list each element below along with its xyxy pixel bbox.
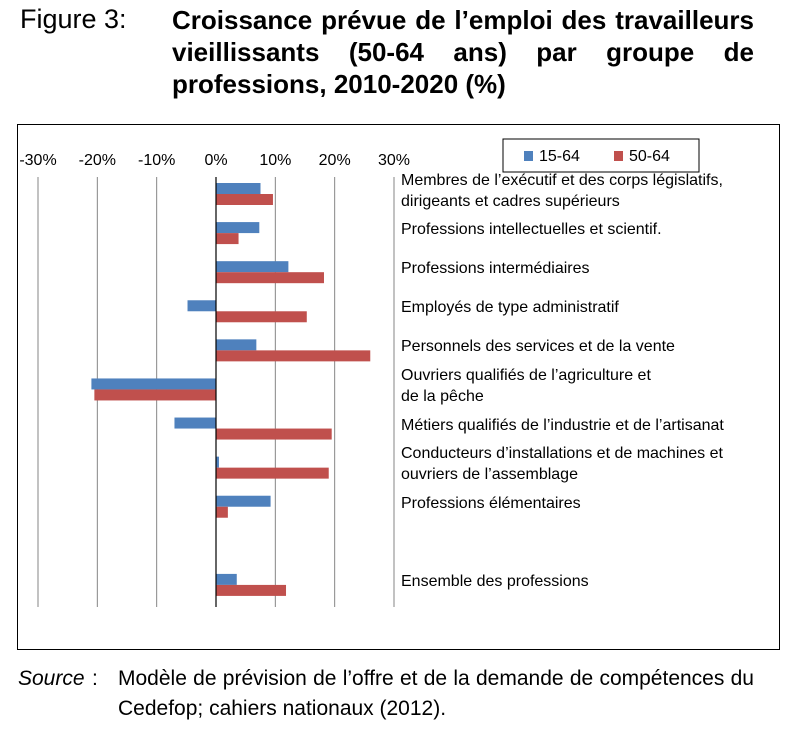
- source-note: Source : Modèle de prévision de l’offre …: [18, 664, 754, 724]
- category-label: Professions élémentaires: [401, 493, 581, 514]
- bar-50-64: [216, 311, 307, 323]
- category-label: Employés de type administratif: [401, 297, 619, 318]
- figure-label: Figure 3:: [20, 4, 127, 34]
- bar-50-64: [216, 467, 329, 479]
- bar-15-64: [216, 261, 289, 273]
- category-label-line: Conducteurs d’installations et de machin…: [401, 445, 723, 463]
- bar-15-64: [216, 339, 257, 351]
- category-label-line: Professions élémentaires: [401, 494, 581, 512]
- category-label: Ensemble des professions: [401, 571, 589, 592]
- category-label: Conducteurs d’installations et de machin…: [401, 443, 723, 485]
- legend-box: [502, 138, 700, 173]
- bar-15-64: [174, 417, 216, 429]
- category-label: Personnels des services et de la vente: [401, 336, 675, 357]
- x-tick-label: -30%: [19, 152, 56, 169]
- bar-15-64: [216, 573, 237, 585]
- chart-frame: -30% -20% -10% 0% 10% 20% 30% 15-64 50-64 Membre…: [17, 124, 780, 650]
- x-tick-label: 30%: [378, 152, 410, 169]
- bar-15-64: [216, 456, 219, 468]
- category-label-line: Professions intermédiaires: [401, 260, 590, 278]
- category-label-line: dirigeants et cadres supérieurs: [401, 192, 620, 210]
- category-label-line: Métiers qualifiés de l’industrie et de l…: [401, 416, 724, 434]
- bar-50-64: [216, 584, 287, 596]
- category-label: Professions intermédiaires: [401, 258, 590, 279]
- x-tick-label: 0%: [204, 152, 227, 169]
- bar-50-64: [216, 233, 239, 245]
- legend-label: 15-64: [539, 148, 580, 165]
- category-label-line: Personnels des services et de la vente: [401, 338, 675, 356]
- category-label-line: Professions intellectuelles et scientif.: [401, 221, 662, 239]
- category-label: Membres de l’exécutif et des corps légis…: [401, 170, 723, 212]
- category-label: Professions intellectuelles et scientif.: [401, 219, 662, 240]
- bar-50-64: [94, 389, 216, 401]
- category-label-line: de la pêche: [401, 388, 484, 405]
- bar-chart: -30% -20% -10% 0% 10% 20% 30% 15-64 50-64: [19, 138, 700, 607]
- bar-15-64: [216, 183, 261, 194]
- bar-15-64: [91, 378, 216, 390]
- bar-50-64: [216, 350, 371, 362]
- source-colon: :: [92, 667, 98, 690]
- category-label-line: ouvriers de l’assemblage: [401, 466, 578, 484]
- bar-15-64: [187, 300, 216, 312]
- category-label: Métiers qualifiés de l’industrie et de l…: [401, 415, 724, 436]
- bar-50-64: [216, 272, 324, 284]
- category-label-line: Ensemble des professions: [401, 572, 589, 590]
- x-tick-label: 10%: [259, 152, 291, 169]
- legend-swatch-50-64: [614, 151, 623, 161]
- bar-15-64: [216, 495, 271, 507]
- x-tick-label: -20%: [79, 152, 116, 169]
- source-heading: Source: [18, 667, 85, 690]
- bar-50-64: [216, 428, 332, 440]
- source-text: Modèle de prévision de l’offre et de la …: [118, 667, 754, 720]
- x-tick-label: 20%: [319, 152, 351, 169]
- category-label: Ouvriers qualifiés de l’agriculture et de…: [401, 365, 651, 407]
- bar-50-64: [216, 506, 228, 518]
- x-tick-label: -10%: [138, 152, 175, 169]
- category-label-line: Employés de type administratif: [401, 299, 619, 317]
- bar-50-64: [216, 194, 273, 205]
- category-label-line: Ouvriers qualifiés de l’agriculture et: [401, 367, 651, 384]
- legend-label: 50-64: [629, 148, 670, 165]
- figure-title: Croissance prévue de l’emploi des travai…: [172, 5, 754, 99]
- legend-swatch-15-64: [524, 151, 533, 161]
- bar-15-64: [216, 222, 260, 234]
- category-label-line: Membres de l’exécutif et des corps légis…: [401, 171, 723, 189]
